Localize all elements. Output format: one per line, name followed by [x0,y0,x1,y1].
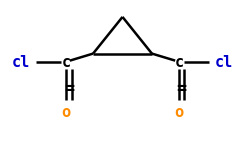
Text: o: o [174,105,184,120]
Text: cl: cl [215,55,233,70]
Text: cl: cl [12,55,30,70]
Text: o: o [61,105,71,120]
Text: c: c [61,55,71,70]
Text: =: = [64,80,74,98]
Text: =: = [177,80,186,98]
Text: c: c [174,55,184,70]
